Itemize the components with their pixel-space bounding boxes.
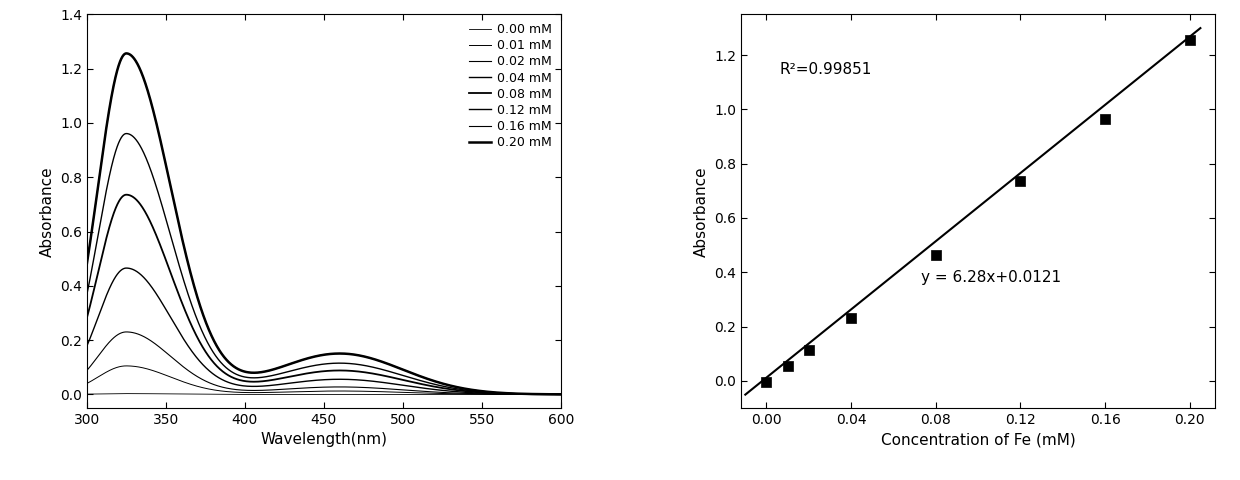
Point (841, 314, 861, 322)
0.02 mM (79, 368, 94, 373)
0.16 mM (539, 391, 554, 397)
Point (756, 378, 776, 386)
Line: 0.04 mM: 0.04 mM (87, 268, 560, 395)
0.01 mM (104, 367, 119, 372)
0.16 mM (119, 50, 134, 56)
Point (1180, 36, 1200, 44)
0.00 mM (310, 392, 325, 397)
0.04 mM (310, 377, 325, 383)
0.20 mM (104, 96, 119, 102)
0.12 mM (104, 166, 119, 172)
0.12 mM (298, 364, 312, 370)
Y-axis label: Absorbance: Absorbance (693, 166, 709, 256)
0.01 mM (310, 388, 325, 394)
0.02 mM (310, 384, 325, 390)
0.12 mM (539, 391, 554, 397)
0.02 mM (298, 385, 312, 391)
0.04 mM (104, 282, 119, 288)
Line: 0.08 mM: 0.08 mM (87, 195, 560, 395)
0.20 mM (453, 385, 467, 391)
0.16 mM (310, 353, 325, 359)
0.08 mM (539, 391, 554, 397)
0.04 mM (298, 378, 312, 384)
0.16 mM (298, 356, 312, 362)
X-axis label: Concentration of Fe (mM): Concentration of Fe (mM) (880, 432, 1075, 447)
0.04 mM (553, 392, 568, 397)
0.00 mM (119, 391, 134, 396)
0.04 mM (79, 343, 94, 349)
0.12 mM (539, 391, 554, 397)
0.08 mM (539, 391, 554, 397)
0.16 mM (79, 261, 94, 267)
0.08 mM (298, 371, 312, 377)
0.02 mM (539, 392, 554, 397)
0.20 mM (79, 261, 94, 267)
0.12 mM (553, 392, 568, 397)
0.08 mM (553, 392, 568, 397)
0.00 mM (539, 392, 554, 397)
0.04 mM (453, 389, 467, 395)
0.01 mM (539, 392, 554, 397)
0.20 mM (539, 391, 554, 397)
0.12 mM (453, 386, 467, 392)
0.16 mM (539, 391, 554, 397)
0.00 mM (553, 392, 568, 397)
Line: 0.00 mM: 0.00 mM (87, 394, 560, 395)
Text: y = 6.28x+0.0121: y = 6.28x+0.0121 (921, 270, 1061, 285)
0.01 mM (539, 392, 554, 397)
0.00 mM (298, 392, 312, 397)
0.08 mM (79, 315, 94, 321)
Line: 0.20 mM: 0.20 mM (87, 53, 560, 395)
0.02 mM (453, 390, 467, 396)
0.08 mM (119, 192, 134, 198)
Line: 0.12 mM: 0.12 mM (87, 133, 560, 395)
0.01 mM (453, 391, 467, 397)
0.20 mM (310, 353, 325, 359)
0.01 mM (298, 389, 312, 395)
0.16 mM (553, 392, 568, 397)
0.01 mM (553, 392, 568, 397)
0.04 mM (539, 392, 554, 397)
0.16 mM (453, 385, 467, 391)
Line: 0.02 mM: 0.02 mM (87, 332, 560, 395)
0.12 mM (310, 362, 325, 368)
Point (1095, 115, 1115, 123)
0.08 mM (104, 219, 119, 225)
0.12 mM (119, 131, 134, 136)
0.08 mM (453, 388, 467, 394)
0.02 mM (539, 392, 554, 397)
0.00 mM (453, 392, 467, 397)
Y-axis label: Absorbance: Absorbance (40, 166, 55, 256)
0.00 mM (79, 391, 94, 397)
0.02 mM (104, 337, 119, 343)
0.04 mM (119, 265, 134, 271)
0.08 mM (310, 369, 325, 375)
0.20 mM (553, 392, 568, 397)
Line: 0.01 mM: 0.01 mM (87, 366, 560, 395)
0.00 mM (539, 392, 554, 397)
Line: 0.16 mM: 0.16 mM (87, 53, 560, 395)
0.02 mM (553, 392, 568, 397)
0.00 mM (104, 391, 119, 396)
0.20 mM (298, 356, 312, 362)
0.01 mM (79, 381, 94, 386)
X-axis label: Wavelength(nm): Wavelength(nm) (260, 432, 387, 447)
0.20 mM (539, 391, 554, 397)
0.16 mM (104, 96, 119, 102)
0.12 mM (79, 292, 94, 298)
0.04 mM (539, 392, 554, 397)
Point (777, 362, 797, 370)
Point (926, 251, 946, 258)
Text: R²=0.99851: R²=0.99851 (779, 61, 872, 77)
0.20 mM (119, 50, 134, 56)
Point (1011, 178, 1030, 185)
0.01 mM (119, 363, 134, 369)
0.02 mM (119, 329, 134, 335)
Legend: 0.00 mM, 0.01 mM, 0.02 mM, 0.04 mM, 0.08 mM, 0.12 mM, 0.16 mM, 0.20 mM: 0.00 mM, 0.01 mM, 0.02 mM, 0.04 mM, 0.08… (464, 18, 557, 154)
Point (799, 346, 818, 353)
